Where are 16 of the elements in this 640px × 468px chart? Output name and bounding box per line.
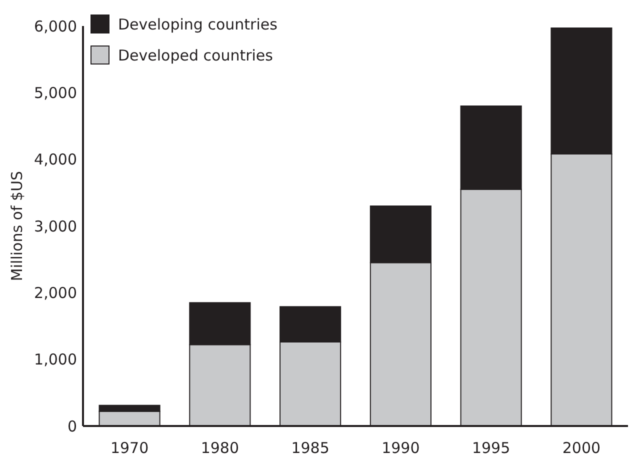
- y-tick-label: 1,000: [34, 350, 77, 369]
- legend-label: Developed countries: [118, 46, 274, 64]
- y-axis-title: Millions of $US: [8, 170, 26, 282]
- y-tick-label: 4,000: [34, 150, 77, 169]
- x-tick-label: 1970: [110, 439, 149, 457]
- x-tick-label: 1980: [200, 439, 240, 457]
- y-tick-label: 5,000: [34, 84, 77, 102]
- y-tick-label: 3,000: [34, 217, 77, 236]
- x-tick-label: 1985: [291, 439, 330, 457]
- y-tick-label: 2,000: [34, 284, 77, 302]
- x-tick-label: 1995: [472, 439, 510, 457]
- x-tick-label: 1990: [382, 439, 420, 457]
- legend-label: Developing countries: [118, 15, 278, 34]
- y-tick-label: 6,000: [34, 17, 77, 36]
- x-tick-label: 2000: [562, 439, 601, 457]
- y-tick-label: 0: [67, 417, 77, 436]
